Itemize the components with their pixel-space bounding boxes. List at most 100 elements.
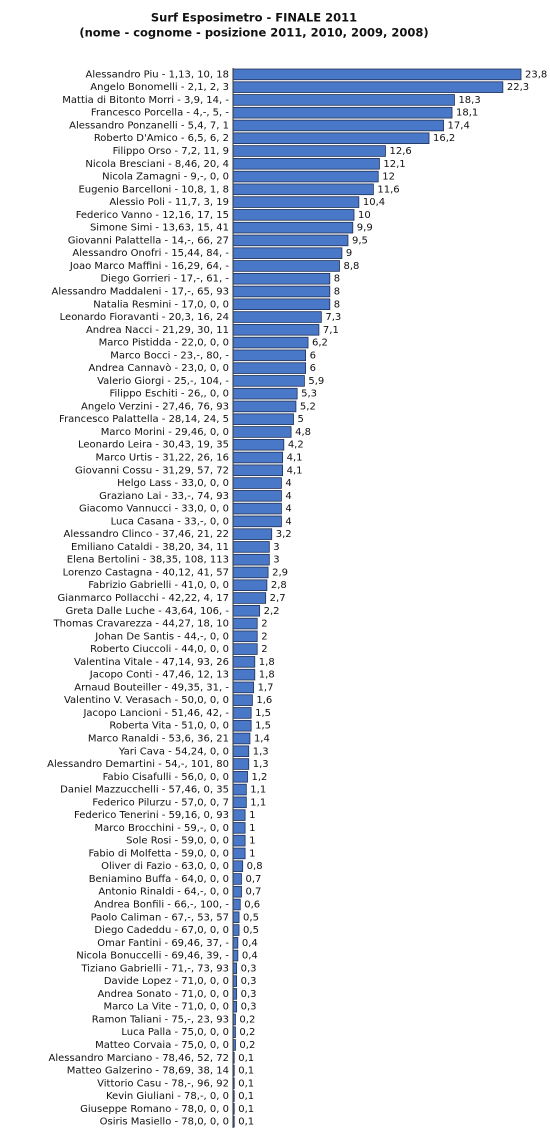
y-tick-label: Emiliano Cataldi - 38,20, 34, 11	[71, 542, 229, 553]
value-label: 0,7	[245, 874, 261, 885]
bar	[232, 362, 307, 374]
bar	[232, 988, 238, 1000]
bar	[232, 477, 282, 489]
y-tick-label: Andrea Sonato - 71,0, 0, 0	[97, 989, 229, 1000]
y-tick-label: Andrea Cannavò - 23,0, 0, 0	[89, 362, 230, 374]
value-label: 17,4	[448, 120, 470, 131]
bar	[232, 196, 360, 208]
bar	[232, 106, 453, 119]
y-tick-label: Federico Pilurzu - 57,0, 0, 7	[92, 797, 229, 808]
value-label: 5	[298, 414, 304, 425]
y-tick-label: Giovanni Cossu - 31,29, 57, 72	[75, 465, 229, 476]
value-label: 0,1	[238, 1078, 254, 1089]
y-tick-label: Matteo Galzerino - 78,69, 38, 14	[67, 1066, 229, 1077]
y-tick-label: Simone Simi - 13,63, 15, 41	[90, 223, 229, 234]
bar	[232, 324, 320, 336]
value-label: 7,3	[325, 312, 341, 323]
value-label: 1,3	[253, 746, 269, 757]
bar	[232, 771, 248, 783]
y-tick-label: Eugenio Barcelloni - 10,8, 1, 8	[78, 184, 229, 195]
y-tick-label: Filippo Orso - 7,2, 11, 9	[113, 146, 229, 157]
value-label: 2,7	[270, 593, 286, 604]
value-label: 3,2	[276, 529, 292, 540]
value-label: 4,2	[288, 440, 304, 451]
y-tick-label: Nicola Bresciani - 8,46, 20, 4	[85, 159, 229, 170]
bar	[232, 502, 282, 515]
bar	[232, 336, 309, 349]
value-label: 1,3	[253, 759, 269, 770]
y-tick-label: Angelo Bonomelli - 2,1, 2, 3	[90, 82, 229, 93]
y-tick-label: Alessandro Maddaleni - 17,-, 65, 93	[52, 286, 229, 297]
bar	[232, 898, 241, 911]
value-label: 0,1	[238, 1066, 254, 1077]
y-tick-label: Davide Lopez - 71,0, 0, 0	[104, 976, 229, 987]
y-tick-label: Fabrizio Gabrielli - 41,0, 0, 0	[88, 580, 229, 591]
bar	[232, 490, 282, 502]
y-tick-label: Ramon Taliani - 75,-, 23, 93	[92, 1014, 229, 1025]
bar	[232, 438, 285, 451]
bar	[232, 796, 247, 809]
y-tick-label: Marco Pistidda - 22,0, 0, 0	[99, 338, 229, 349]
value-label: 4	[285, 491, 291, 502]
bar	[232, 834, 246, 847]
value-label: 1	[249, 836, 255, 847]
y-tick-label: Andrea Nacci - 21,29, 30, 11	[86, 325, 229, 336]
y-tick-label: Antonio Rinaldi - 64,-, 0, 0	[98, 887, 229, 898]
bar	[232, 949, 239, 962]
value-label: 6	[310, 363, 316, 374]
bar	[232, 528, 273, 540]
bar	[232, 464, 284, 477]
value-label: 6	[310, 350, 316, 361]
bar	[232, 847, 246, 860]
value-label: 4,1	[287, 453, 303, 464]
y-tick-label: Mattia di Bitonto Morri - 3,9, 14, -	[62, 95, 229, 106]
value-label: 22,3	[507, 82, 529, 93]
value-label: 4	[285, 504, 291, 515]
y-tick-label: Natalia Resmini - 17,0, 0, 0	[93, 299, 229, 310]
value-label: 0,3	[241, 989, 257, 1000]
y-tick-label: Alessandro Marciano - 78,46, 52, 72	[49, 1053, 229, 1064]
value-label: 0,1	[238, 1053, 254, 1064]
bar	[232, 387, 298, 400]
y-tick-label: Leonardo Fioravanti - 20,3, 16, 24	[60, 312, 229, 323]
bar	[232, 822, 246, 834]
bar	[232, 413, 294, 425]
bar	[232, 68, 522, 81]
y-tick-label: Joao Marco Maffini - 16,29, 64, -	[69, 261, 230, 272]
y-tick-label: Leonardo Leira - 30,43, 19, 35	[78, 440, 229, 451]
value-label: 12	[382, 172, 395, 183]
y-tick-label: Diego Gorrieri - 17,-, 61, -	[100, 274, 229, 285]
value-label: 12,1	[383, 159, 405, 170]
value-label: 0,2	[239, 1027, 255, 1038]
value-label: 3	[273, 555, 279, 566]
bar	[232, 349, 307, 362]
value-label: 0,3	[241, 963, 257, 974]
y-tick-label: Graziano Lai - 33,-, 74, 93	[99, 491, 229, 502]
bar	[232, 119, 444, 132]
y-tick-label: Nicola Zamagni - 9,-, 0, 0	[102, 172, 229, 183]
y-tick-label: Elena Bertolini - 38,35, 108, 113	[67, 555, 229, 566]
y-tick-label: Tiziano Gabrielli - 71,-, 73, 93	[80, 963, 229, 974]
y-tick-label: Kevin Giuliani - 78,-, 0, 0	[106, 1091, 229, 1102]
y-tick-label: Marco La Vite - 71,0, 0, 0	[104, 1002, 229, 1013]
value-label: 23,8	[525, 69, 547, 80]
value-label: 1,7	[258, 682, 274, 693]
y-tick-label: Angelo Verzini - 27,46, 76, 93	[81, 401, 229, 412]
value-label: 2	[261, 619, 267, 630]
y-tick-label: Diego Cadeddu - 67,0, 0, 0	[94, 925, 229, 936]
bar	[232, 400, 297, 413]
value-label: 4	[285, 478, 291, 489]
value-label: 0,2	[239, 1040, 255, 1051]
chart-subtitle: (nome - cognome - posizione 2011, 2010, …	[79, 26, 428, 40]
bar	[232, 170, 379, 183]
y-tick-label: Francesco Porcella - 4,-, 5, -	[91, 108, 229, 119]
bar	[232, 668, 256, 681]
bar	[232, 937, 239, 949]
value-label: 0,8	[247, 861, 263, 872]
bar	[232, 605, 261, 617]
y-tick-label: Beniamino Buffa - 64,0, 0, 0	[89, 874, 229, 885]
value-label: 5,9	[308, 376, 324, 387]
y-tick-label: Oliver di Fazio - 63,0, 0, 0	[101, 861, 229, 872]
bar	[232, 707, 252, 719]
value-label: 0,3	[241, 976, 257, 987]
